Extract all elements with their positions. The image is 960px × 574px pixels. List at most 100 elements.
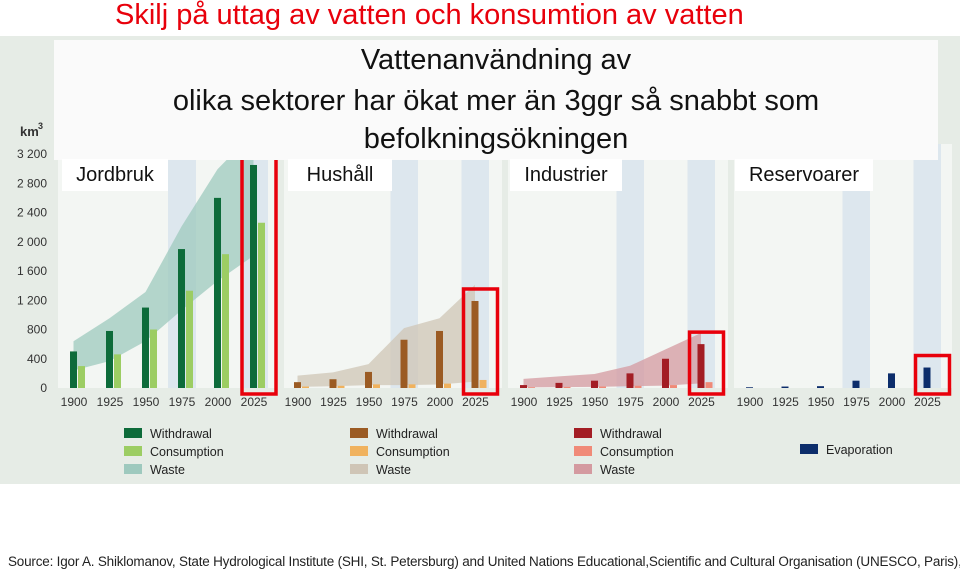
bar-consumption [670,385,677,388]
x-tick-label: 1950 [356,395,383,409]
x-tick-label: 1975 [391,395,418,409]
bar-consumption [563,386,571,388]
bar-withdrawal [106,330,113,388]
x-tick-label: 2025 [688,395,715,409]
x-tick-label: 1975 [617,395,644,409]
x-tick-label: 2025 [462,395,489,409]
headline-box [54,40,938,160]
bar-consumption [444,383,451,388]
waste-area [73,132,254,371]
legend-label: Consumption [376,445,450,459]
x-tick-label: 1900 [511,395,538,409]
x-tick-label: 2000 [427,395,454,409]
bar-consumption [114,354,121,388]
legend-label: Waste [376,463,411,477]
highlight-box [687,330,726,396]
legend-label: Withdrawal [150,427,212,441]
bar-withdrawal [250,164,257,388]
bar-consumption [479,379,487,388]
headline-line-2: olika sektorer har ökat mer än 3ggr så s… [172,85,820,117]
x-tick-label: 1975 [169,395,196,409]
legend-swatch [350,446,368,456]
y-axis-unit: km [20,124,39,139]
y-tick-label: 400 [27,352,47,366]
bar-evaporation [888,373,895,388]
bar-withdrawal [400,339,408,388]
highlight-box [461,287,500,396]
panel-shade-column [913,144,941,388]
x-tick-label: 1950 [133,395,160,409]
bar-consumption [150,329,157,388]
bar-evaporation [852,380,860,388]
x-tick-label: 1975 [843,395,870,409]
sector-label-jordbruk: Jordbruk [62,159,168,191]
legend-swatch [350,464,368,474]
slide-title: Skilj på uttag av vatten och konsumtion … [115,0,744,31]
x-tick-label: 1900 [737,395,764,409]
legend-label: Consumption [150,445,224,459]
bar-withdrawal [555,382,563,388]
bar-withdrawal [365,371,372,388]
bar-withdrawal [626,373,634,388]
y-axis-unit-superscript: 3 [38,121,43,131]
bar-withdrawal [178,249,185,388]
x-tick-label: 1925 [97,395,124,409]
bar-consumption [634,385,642,388]
bar-withdrawal [214,197,221,388]
bar-consumption [78,366,85,388]
bar-withdrawal [591,380,598,388]
y-tick-label: 3 200 [17,147,47,161]
bar-consumption [302,386,309,388]
bar-withdrawal [142,307,149,388]
bar-consumption [337,385,345,388]
bar-consumption [528,387,535,388]
legend-label: Evaporation [826,443,893,457]
headline-line-1: Vattenanvändning av [360,44,632,76]
sector-label-hushall: Hushåll [288,159,392,191]
legend-label: Waste [600,463,635,477]
x-tick-label: 2000 [653,395,680,409]
legend-swatch [574,446,592,456]
x-tick-label: 1925 [320,395,347,409]
source-note: Source: Igor A. Shiklomanov, State Hydro… [8,554,960,569]
bar-withdrawal [294,382,301,388]
bar-evaporation [817,386,824,388]
legend-label: Consumption [600,445,674,459]
y-tick-label: 2 800 [17,176,47,190]
legend-swatch [574,428,592,438]
highlight-box [913,353,952,396]
bar-consumption [373,384,380,388]
bar-withdrawal [70,351,77,388]
legend-label: Waste [150,463,185,477]
bar-evaporation [746,387,753,388]
x-tick-label: 2025 [914,395,941,409]
legend-swatch [574,464,592,474]
bar-consumption [186,290,193,388]
bar-withdrawal [329,379,337,388]
y-tick-label: 2 400 [17,206,47,220]
x-tick-label: 1925 [772,395,799,409]
sector-label-industrier: Industrier [510,159,622,191]
bar-withdrawal [662,358,669,388]
legend-swatch [800,444,818,454]
x-tick-label: 1900 [61,395,88,409]
bar-withdrawal [471,300,479,388]
bar-evaporation [781,386,789,388]
bar-evaporation [923,367,931,388]
bar-withdrawal [520,385,527,388]
bar-consumption [222,254,229,388]
x-tick-label: 2000 [879,395,906,409]
bar-consumption [408,384,416,388]
bar-consumption [258,222,265,388]
y-tick-label: 1 600 [17,264,47,278]
x-tick-label: 2000 [205,395,232,409]
y-tick-label: 1 200 [17,293,47,307]
legend-label: Withdrawal [600,427,662,441]
x-tick-label: 1950 [808,395,835,409]
sector-label-reservoarer: Reservoarer [735,159,873,191]
y-tick-label: 800 [27,323,47,337]
y-tick-label: 2 000 [17,235,47,249]
waste-area [523,333,701,388]
legend-swatch [350,428,368,438]
waste-area [297,284,475,387]
